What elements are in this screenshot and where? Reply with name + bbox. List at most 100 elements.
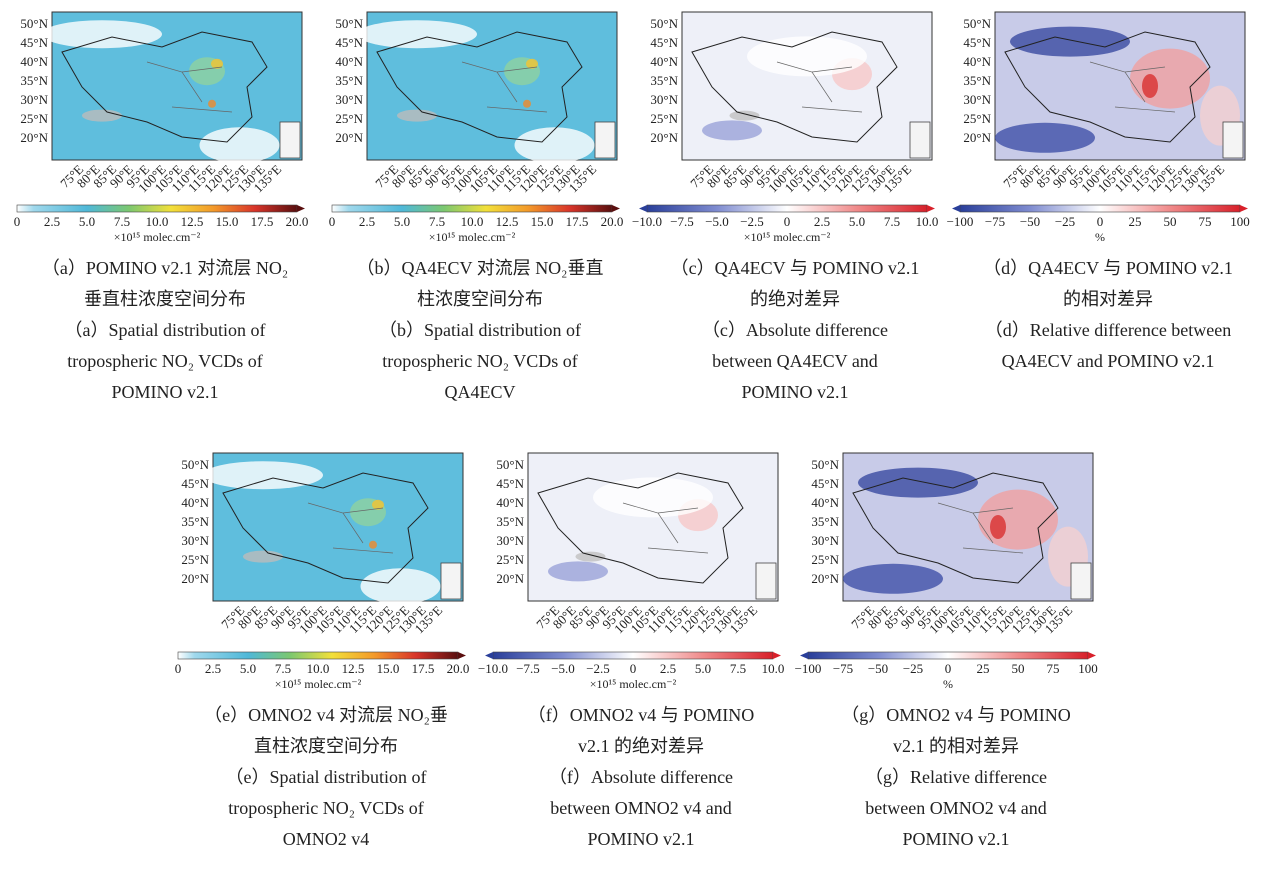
caption-en: tropospheric NO₂ VCDs of — [67, 351, 262, 371]
colorbar-tick-label: −10.0 — [478, 661, 508, 676]
caption-zh: 柱浓度空间分布 — [417, 289, 543, 309]
colorbar-unit: % — [943, 677, 953, 691]
lat-label: 35°N — [963, 73, 991, 88]
caption-en: between OMNO2 v4 and — [550, 798, 731, 818]
lat-label: 25°N — [811, 552, 839, 567]
lat-label: 50°N — [181, 457, 209, 472]
map-field — [747, 36, 867, 77]
lat-label: 50°N — [650, 16, 678, 31]
colorbar-tick-label: −100 — [795, 661, 822, 676]
caption-zh: 的相对差异 — [1063, 289, 1153, 309]
colorbar-extend — [773, 652, 781, 659]
colorbar-extend — [800, 652, 808, 659]
country-border — [537, 472, 744, 584]
colorbar-unit: ×10¹⁵ molec.cm⁻² — [590, 677, 677, 691]
colorbar-unit: ×10¹⁵ molec.cm⁻² — [275, 677, 362, 691]
colorbar-tick-label: 0 — [1097, 214, 1104, 229]
country-border — [61, 31, 268, 143]
caption-en: （g）Relative difference — [865, 767, 1047, 787]
colorbar-tick-label: 12.5 — [181, 214, 204, 229]
colorbar-tick-label: 2.5 — [359, 214, 375, 229]
lat-label: 30°N — [335, 92, 363, 107]
colorbar-tick-label: 100 — [1078, 661, 1098, 676]
colorbar-tick-label: 2.5 — [660, 661, 676, 676]
colorbar-tick-label: 50 — [1164, 214, 1177, 229]
colorbar-tick-label: 5.0 — [695, 661, 711, 676]
lat-label: 40°N — [20, 54, 48, 69]
map-field — [995, 122, 1095, 153]
inset-map — [440, 562, 462, 600]
map-panel — [527, 452, 779, 602]
colorbar-tick-label: 7.5 — [275, 661, 291, 676]
country-border — [222, 472, 429, 584]
province-border — [1089, 61, 1176, 113]
colorbar-tick-label: 5.0 — [849, 214, 865, 229]
colorbar-tick-label: −50 — [1020, 214, 1040, 229]
colorbar — [492, 651, 774, 660]
caption-en: between QA4ECV and — [712, 351, 878, 371]
colorbar-tick-label: −2.5 — [586, 661, 610, 676]
caption-en: POMINO v2.1 — [741, 382, 848, 402]
inset-map — [1222, 121, 1244, 159]
caption-zh: v2.1 的相对差异 — [893, 736, 1019, 756]
map-field — [369, 540, 377, 549]
map-field — [243, 550, 283, 563]
lat-label: 20°N — [181, 571, 209, 586]
colorbar-tick-label: 15.0 — [531, 214, 554, 229]
map-field — [372, 499, 384, 510]
map-field — [208, 99, 216, 108]
lat-label: 40°N — [335, 54, 363, 69]
colorbar-tick-label: 7.5 — [114, 214, 130, 229]
lat-label: 50°N — [20, 16, 48, 31]
colorbar-tick-label: 20.0 — [601, 214, 624, 229]
lat-label: 30°N — [20, 92, 48, 107]
colorbar-extend — [1240, 205, 1248, 212]
lat-label: 20°N — [650, 130, 678, 145]
lat-label: 35°N — [496, 514, 524, 529]
colorbar-tick-label: 5.0 — [79, 214, 95, 229]
lat-label: 30°N — [496, 533, 524, 548]
colorbar-tick-label: 17.5 — [251, 214, 274, 229]
lat-label: 45°N — [181, 476, 209, 491]
lat-label: 40°N — [650, 54, 678, 69]
colorbar — [16, 204, 298, 213]
map-field — [593, 477, 713, 518]
colorbar-tick-label: −100 — [947, 214, 974, 229]
map-field — [1010, 26, 1130, 57]
colorbar-extend — [952, 205, 960, 212]
map-field — [397, 109, 437, 122]
inset-map — [594, 121, 616, 159]
colorbar-tick-label: 10.0 — [762, 661, 785, 676]
colorbar-unit: ×10¹⁵ molec.cm⁻² — [744, 230, 831, 244]
caption-zh: v2.1 的绝对差异 — [578, 736, 704, 756]
province-border — [622, 502, 709, 554]
colorbar-tick-label: 50 — [1012, 661, 1025, 676]
colorbar-tick-label: 0 — [175, 661, 182, 676]
colorbar-tick-label: 0 — [14, 214, 21, 229]
colorbar-tick-label: 0 — [329, 214, 336, 229]
lat-label: 20°N — [811, 571, 839, 586]
colorbar-tick-label: 0 — [630, 661, 637, 676]
map-field — [360, 568, 441, 605]
colorbar-tick-label: −5.0 — [705, 214, 729, 229]
colorbar — [331, 204, 613, 213]
colorbar-tick-label: −50 — [868, 661, 888, 676]
lat-label: 25°N — [496, 552, 524, 567]
lat-label: 30°N — [650, 92, 678, 107]
caption-en: POMINO v2.1 — [111, 382, 218, 402]
colorbar-tick-label: 10.0 — [916, 214, 939, 229]
colorbar-tick-label: −5.0 — [551, 661, 575, 676]
country-border — [852, 472, 1059, 584]
colorbar-tick-label: 0 — [784, 214, 791, 229]
caption-zh: 垂直柱浓度空间分布 — [84, 289, 246, 309]
colorbar-tick-label: 5.0 — [240, 661, 256, 676]
map-field — [575, 551, 606, 562]
colorbar-tick-label: 100 — [1230, 214, 1250, 229]
province-border — [307, 502, 394, 554]
lat-label: 20°N — [496, 571, 524, 586]
map-panel — [994, 11, 1246, 161]
colorbar-unit: % — [1095, 230, 1105, 244]
lat-label: 45°N — [963, 35, 991, 50]
lat-label: 45°N — [811, 476, 839, 491]
colorbar-tick-label: 17.5 — [566, 214, 589, 229]
